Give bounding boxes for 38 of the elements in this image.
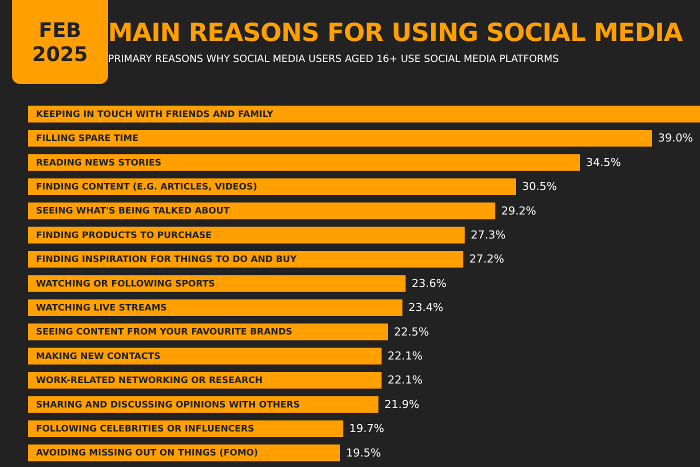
data-label: 21.9% <box>384 398 420 411</box>
y-tick-label: SEEING WHAT'S BEING TALKED ABOUT <box>36 206 230 217</box>
y-tick-label: WATCHING LIVE STREAMS <box>36 304 167 314</box>
bar <box>28 275 406 292</box>
data-label: 27.2% <box>469 252 504 266</box>
chart-title: MAIN REASONS FOR USING SOCIAL MEDIA <box>108 18 683 47</box>
y-tick-label: AVOIDING MISSING OUT ON THINGS (FOMO) <box>36 448 258 459</box>
y-tick-label: KEEPING IN TOUCH WITH FRIENDS AND FAMILY <box>36 110 274 120</box>
bar <box>28 348 382 364</box>
y-tick-label: READING NEWS STORIES <box>36 158 162 168</box>
data-label: 30.5% <box>522 180 557 194</box>
y-tick-label: FINDING PRODUCTS TO PURCHASE <box>36 230 212 241</box>
data-label: 34.5% <box>586 156 621 169</box>
y-tick-label: SHARING AND DISCUSSING OPINIONS WITH OTHERS <box>36 400 300 410</box>
data-label: 29.2% <box>501 204 536 218</box>
bar <box>28 106 700 122</box>
text: FEB 2025 <box>12 0 108 84</box>
chart-subtitle: PRIMARY REASONS WHY SOCIAL MEDIA USERS AGED 16+ USE SOCIAL MEDIA PLATFORMS <box>108 54 559 65</box>
data-label: 19.5% <box>346 446 381 460</box>
y-tick-label: WATCHING OR FOLLOWING SPORTS <box>36 279 215 290</box>
bar <box>28 130 652 147</box>
data-label: 27.3% <box>470 228 506 242</box>
y-tick-label: FINDING INSPIRATION FOR THINGS TO DO AND BUY <box>36 255 298 266</box>
data-label: 23.6% <box>412 276 447 290</box>
data-label: 22.1% <box>388 349 423 362</box>
data-label: 19.7% <box>349 422 384 436</box>
data-label: 23.4% <box>408 301 444 314</box>
data-label: 22.5% <box>394 325 429 338</box>
y-tick-label: SEEING CONTENT FROM YOUR FAVOURITE BRANDS <box>36 328 292 338</box>
y-tick-label: FINDING CONTENT (E.G. ARTICLES, VIDEOS) <box>36 182 258 193</box>
y-tick-label: FILLING SPARE TIME <box>36 134 138 144</box>
data-label: 39.0% <box>658 132 693 145</box>
y-tick-label: FOLLOWING CELEBRITIES OR INFLUENCERS <box>36 424 254 435</box>
bar <box>28 299 402 316</box>
y-tick-label: MAKING NEW CONTACTS <box>36 352 160 362</box>
bar <box>28 154 580 171</box>
data-label: 22.1% <box>388 374 423 387</box>
y-tick-label: WORK-RELATED NETWORKING OR RESEARCH <box>36 376 263 386</box>
